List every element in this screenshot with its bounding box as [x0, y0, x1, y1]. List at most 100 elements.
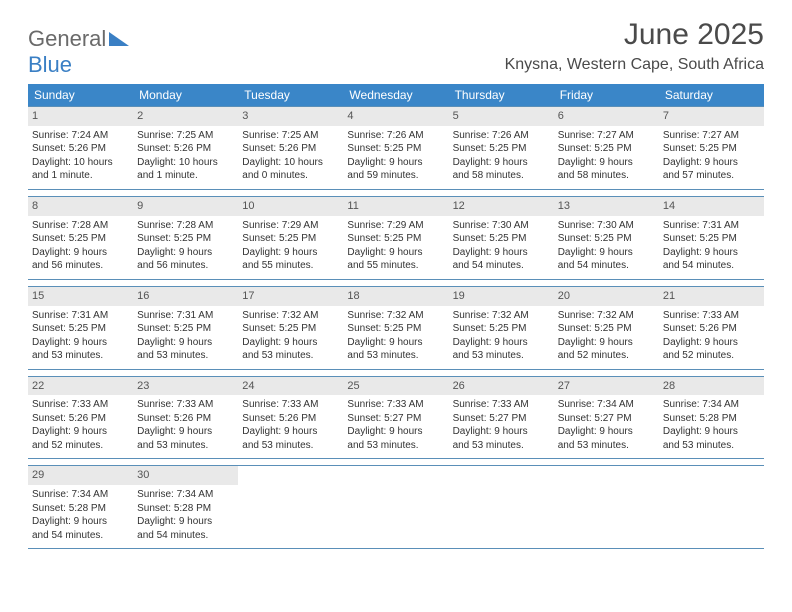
- day-sunset: Sunset: 5:27 PM: [453, 412, 550, 426]
- day-sunset: Sunset: 5:27 PM: [558, 412, 655, 426]
- day-details: Sunrise: 7:33 AMSunset: 5:27 PMDaylight:…: [347, 398, 444, 452]
- day-daylight2: and 53 minutes.: [347, 349, 444, 363]
- day-number: 30: [133, 466, 238, 485]
- day-number: 2: [133, 107, 238, 126]
- day-cell: 10 Sunrise: 7:29 AMSunset: 5:25 PMDayligh…: [238, 197, 343, 279]
- day-daylight2: and 53 minutes.: [137, 349, 234, 363]
- day-number: 12: [449, 197, 554, 216]
- day-daylight2: and 54 minutes.: [32, 529, 129, 543]
- day-sunset: Sunset: 5:25 PM: [137, 232, 234, 246]
- day-daylight2: and 54 minutes.: [453, 259, 550, 273]
- day-daylight1: Daylight: 9 hours: [137, 515, 234, 529]
- day-sunset: Sunset: 5:26 PM: [137, 142, 234, 156]
- title-block: June 2025 Knysna, Western Cape, South Af…: [505, 18, 764, 74]
- day-sunrise: Sunrise: 7:29 AM: [347, 219, 444, 233]
- day-cell: 13Sunrise: 7:30 AMSunset: 5:25 PMDayligh…: [554, 197, 659, 279]
- day-number: 19: [449, 287, 554, 306]
- day-number: 11: [343, 197, 448, 216]
- day-daylight1: Daylight: 10 hours: [242, 156, 339, 170]
- day-cell: 12Sunrise: 7:30 AMSunset: 5:25 PMDayligh…: [449, 197, 554, 279]
- day-cell: [659, 466, 764, 548]
- day-daylight2: and 53 minutes.: [453, 439, 550, 453]
- weekday-header: Saturday: [659, 84, 764, 106]
- day-sunset: Sunset: 5:28 PM: [137, 502, 234, 516]
- day-sunset: Sunset: 5:25 PM: [242, 232, 339, 246]
- day-sunrise: Sunrise: 7:34 AM: [32, 488, 129, 502]
- day-daylight1: Daylight: 9 hours: [558, 336, 655, 350]
- calendar: Sunday Monday Tuesday Wednesday Thursday…: [28, 84, 764, 549]
- day-sunrise: Sunrise: 7:27 AM: [663, 129, 760, 143]
- day-number: 7: [659, 107, 764, 126]
- day-daylight1: Daylight: 9 hours: [347, 425, 444, 439]
- day-details: Sunrise: 7:28 AMSunset: 5:25 PMDaylight:…: [32, 219, 129, 273]
- day-daylight2: and 1 minute.: [32, 169, 129, 183]
- day-details: Sunrise: 7:34 AMSunset: 5:28 PMDaylight:…: [32, 488, 129, 542]
- header: General Blue June 2025 Knysna, Western C…: [28, 18, 764, 78]
- day-sunrise: Sunrise: 7:32 AM: [558, 309, 655, 323]
- day-number: 21: [659, 287, 764, 306]
- day-sunrise: Sunrise: 7:27 AM: [558, 129, 655, 143]
- day-number: 5: [449, 107, 554, 126]
- day-sunrise: Sunrise: 7:32 AM: [347, 309, 444, 323]
- day-cell: 7Sunrise: 7:27 AMSunset: 5:25 PMDaylight…: [659, 107, 764, 189]
- week-row: 1Sunrise: 7:24 AMSunset: 5:26 PMDaylight…: [28, 106, 764, 190]
- day-cell: 2 Sunrise: 7:25 AMSunset: 5:26 PMDaylight…: [133, 107, 238, 189]
- day-sunset: Sunset: 5:26 PM: [242, 142, 339, 156]
- day-daylight2: and 54 minutes.: [558, 259, 655, 273]
- day-cell: [554, 466, 659, 548]
- day-sunrise: Sunrise: 7:33 AM: [137, 398, 234, 412]
- day-daylight1: Daylight: 9 hours: [137, 246, 234, 260]
- day-cell: 4Sunrise: 7:26 AMSunset: 5:25 PMDaylight…: [343, 107, 448, 189]
- day-details: Sunrise: 7:26 AMSunset: 5:25 PMDaylight:…: [347, 129, 444, 183]
- day-cell: 30 Sunrise: 7:34 AMSunset: 5:28 PMDayligh…: [133, 466, 238, 548]
- day-daylight2: and 52 minutes.: [663, 349, 760, 363]
- day-cell: 15Sunrise: 7:31 AMSunset: 5:25 PMDayligh…: [28, 287, 133, 369]
- day-cell: [449, 466, 554, 548]
- day-sunrise: Sunrise: 7:30 AM: [558, 219, 655, 233]
- day-details: Sunrise: 7:33 AMSunset: 5:26 PMDaylight:…: [32, 398, 129, 452]
- day-details: Sunrise: 7:33 AMSunset: 5:26 PMDaylight:…: [663, 309, 760, 363]
- day-daylight1: Daylight: 9 hours: [32, 336, 129, 350]
- weekday-header: Wednesday: [343, 84, 448, 106]
- day-daylight1: Daylight: 9 hours: [453, 425, 550, 439]
- brand-triangle-icon: [109, 32, 129, 46]
- day-daylight1: Daylight: 10 hours: [137, 156, 234, 170]
- day-details: Sunrise: 7:32 AMSunset: 5:25 PMDaylight:…: [242, 309, 339, 363]
- day-daylight1: Daylight: 9 hours: [663, 246, 760, 260]
- day-daylight2: and 52 minutes.: [32, 439, 129, 453]
- day-number: 10: [238, 197, 343, 216]
- day-cell: 18Sunrise: 7:32 AMSunset: 5:25 PMDayligh…: [343, 287, 448, 369]
- day-number: 24: [238, 377, 343, 396]
- day-sunset: Sunset: 5:26 PM: [663, 322, 760, 336]
- day-details: Sunrise: 7:25 AMSunset: 5:26 PMDaylight:…: [137, 129, 234, 183]
- day-number: 20: [554, 287, 659, 306]
- day-sunrise: Sunrise: 7:32 AM: [242, 309, 339, 323]
- day-daylight2: and 57 minutes.: [663, 169, 760, 183]
- day-sunrise: Sunrise: 7:34 AM: [558, 398, 655, 412]
- day-number: 6: [554, 107, 659, 126]
- day-sunset: Sunset: 5:25 PM: [32, 322, 129, 336]
- day-daylight1: Daylight: 9 hours: [242, 246, 339, 260]
- day-daylight2: and 53 minutes.: [242, 349, 339, 363]
- day-number: 14: [659, 197, 764, 216]
- weeks-container: 1Sunrise: 7:24 AMSunset: 5:26 PMDaylight…: [28, 106, 764, 549]
- day-daylight2: and 0 minutes.: [242, 169, 339, 183]
- day-daylight2: and 56 minutes.: [137, 259, 234, 273]
- week-row: 22Sunrise: 7:33 AMSunset: 5:26 PMDayligh…: [28, 376, 764, 460]
- day-details: Sunrise: 7:29 AMSunset: 5:25 PMDaylight:…: [347, 219, 444, 273]
- weekday-header: Tuesday: [238, 84, 343, 106]
- day-daylight1: Daylight: 9 hours: [558, 425, 655, 439]
- day-number: 9: [133, 197, 238, 216]
- day-sunset: Sunset: 5:25 PM: [453, 142, 550, 156]
- day-cell: 6Sunrise: 7:27 AMSunset: 5:25 PMDaylight…: [554, 107, 659, 189]
- day-details: Sunrise: 7:31 AMSunset: 5:25 PMDaylight:…: [663, 219, 760, 273]
- day-daylight1: Daylight: 9 hours: [453, 246, 550, 260]
- day-number: 13: [554, 197, 659, 216]
- day-sunrise: Sunrise: 7:29 AM: [242, 219, 339, 233]
- day-daylight2: and 52 minutes.: [558, 349, 655, 363]
- day-daylight2: and 53 minutes.: [32, 349, 129, 363]
- day-details: Sunrise: 7:34 AMSunset: 5:28 PMDaylight:…: [137, 488, 234, 542]
- day-sunrise: Sunrise: 7:34 AM: [663, 398, 760, 412]
- day-cell: 5Sunrise: 7:26 AMSunset: 5:25 PMDaylight…: [449, 107, 554, 189]
- day-sunset: Sunset: 5:25 PM: [558, 142, 655, 156]
